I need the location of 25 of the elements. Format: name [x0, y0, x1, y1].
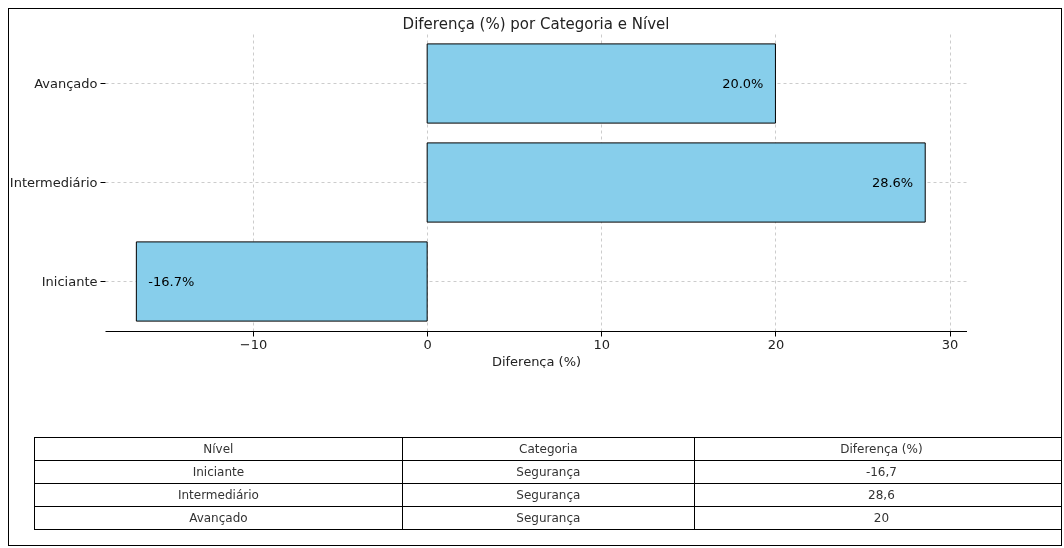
- data-label: -16.7%: [148, 273, 195, 289]
- data-label: 28.6%: [871, 174, 914, 190]
- text: Categoria: [402, 437, 695, 461]
- x-tick-label: −10: [239, 336, 268, 352]
- text: Segurança: [402, 506, 695, 530]
- text: Nível: [34, 437, 403, 461]
- chart-title: Diferença (%) por Categoria e Nível: [402, 15, 670, 33]
- x-tick-label: 20: [767, 336, 785, 352]
- text: -16,7: [694, 460, 1064, 484]
- x-tick-label: 0: [423, 336, 432, 352]
- x-tick-label: 10: [593, 336, 611, 352]
- bar: [135, 241, 428, 322]
- x-tick-label: 30: [941, 336, 959, 352]
- bar: [426, 43, 776, 124]
- text: 28,6: [694, 483, 1064, 507]
- data-label: 20.0%: [722, 75, 764, 91]
- y-tick-label: Avançado: [34, 75, 98, 91]
- text: Segurança: [402, 460, 695, 484]
- y-tick-label: Intermediário: [9, 174, 98, 190]
- bar: [426, 142, 926, 223]
- y-tick-label: Iniciante: [41, 273, 98, 289]
- text: Diferença (%): [694, 437, 1064, 461]
- text: Segurança: [402, 483, 695, 507]
- x-axis-title: Diferença (%): [491, 353, 582, 369]
- text: 20: [694, 506, 1064, 530]
